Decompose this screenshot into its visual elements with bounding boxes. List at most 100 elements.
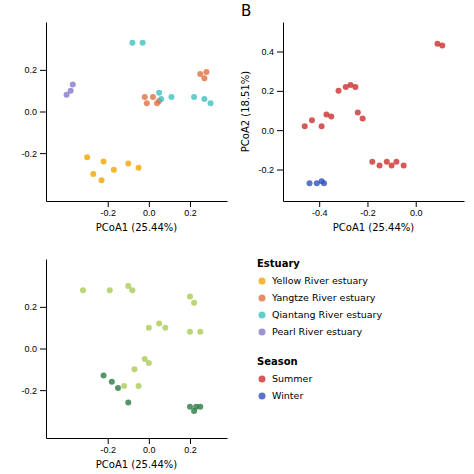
point <box>336 88 342 94</box>
series <box>307 178 327 186</box>
point <box>146 360 152 366</box>
series <box>302 41 446 169</box>
point <box>197 329 203 335</box>
tick-label: -0.2 <box>100 445 116 455</box>
point <box>70 81 76 87</box>
y-axis: -0.2 0.0 0.2 0.4 <box>258 23 283 202</box>
legend-header: Estuary <box>257 258 300 269</box>
tick-mark <box>149 201 150 207</box>
tick: -0.4 <box>312 201 328 218</box>
legend-header: Season <box>257 356 298 367</box>
tick: 0.0 <box>143 201 156 218</box>
axis-line <box>283 23 284 202</box>
tick-mark <box>277 130 283 131</box>
point <box>90 171 96 177</box>
point <box>439 43 445 49</box>
point <box>369 159 375 165</box>
point <box>191 94 197 100</box>
tick-mark <box>277 170 283 171</box>
tick-label: -0.2 <box>258 165 274 175</box>
tick: 0.2 <box>24 302 46 312</box>
point <box>401 163 407 169</box>
point <box>302 123 308 129</box>
legend-label: Summer <box>272 373 312 384</box>
tick-label: 0.2 <box>261 86 274 96</box>
point <box>125 161 131 167</box>
legend: Estuary Yellow River estuary Yangtze River… <box>257 258 382 401</box>
point <box>197 404 203 410</box>
tick-mark <box>149 438 150 444</box>
point <box>156 90 162 96</box>
plot-area <box>80 283 203 414</box>
point <box>191 300 197 306</box>
legend-label: Qiantang River estuary <box>272 309 382 320</box>
tick-mark <box>40 70 46 71</box>
axis-line <box>46 260 47 439</box>
legend-item: Yellow River estuary <box>259 275 369 286</box>
panel: -0.20.00.2-0.20.00.2PCoA1 (25.44%) <box>21 23 227 234</box>
legend-swatch <box>259 393 266 400</box>
series <box>129 40 213 106</box>
series <box>80 283 203 389</box>
tick: 0.2 <box>184 438 197 455</box>
tick-mark <box>277 52 283 53</box>
point <box>328 113 334 119</box>
axis-line <box>47 201 228 202</box>
series <box>101 373 204 414</box>
tick: -0.2 <box>100 438 116 455</box>
point <box>352 84 358 90</box>
tick-label: -0.2 <box>21 149 37 159</box>
point <box>144 100 150 106</box>
point <box>109 379 115 385</box>
legend-label: Yellow River estuary <box>271 275 368 286</box>
axis-line <box>284 201 465 202</box>
tick: 0.4 <box>261 47 283 57</box>
tick: 0.0 <box>143 438 156 455</box>
tick-mark <box>416 201 417 207</box>
point <box>129 40 135 46</box>
point <box>208 100 214 106</box>
tick-label: 0.0 <box>261 126 274 136</box>
point <box>84 154 90 160</box>
point <box>142 94 148 100</box>
tick-mark <box>40 112 46 113</box>
x-axis: -0.4 -0.2 0.0 <box>284 201 465 218</box>
panel: -0.20.00.2-0.20.00.2PCoA1 (25.44%) <box>21 260 227 471</box>
tick-label: 0.2 <box>184 208 197 218</box>
point <box>360 115 366 121</box>
point <box>187 293 193 299</box>
legend-item: Winter <box>259 390 304 401</box>
tick: -0.2 <box>360 201 376 218</box>
tick-mark <box>40 153 46 154</box>
legend-swatch <box>259 312 266 319</box>
legend-item: Yangtze River estuary <box>259 292 376 303</box>
tick-label: -0.2 <box>100 208 116 218</box>
legend-swatch <box>259 329 266 336</box>
y-axis-label: PCoA2 (18.51%) <box>240 71 251 153</box>
legend-label: Pearl River estuary <box>272 326 363 337</box>
series <box>84 154 141 183</box>
point <box>162 325 168 331</box>
plot-area <box>302 41 446 187</box>
tick-label: -0.2 <box>360 208 376 218</box>
x-axis-label: PCoA1 (25.44%) <box>333 222 415 233</box>
legend-label: Winter <box>272 390 303 401</box>
tick-mark <box>40 307 46 308</box>
tick-label: 0.0 <box>24 107 37 117</box>
point <box>377 163 383 169</box>
point <box>150 94 156 100</box>
legend-item: Pearl River estuary <box>259 326 363 337</box>
point <box>319 123 325 129</box>
tick-mark <box>190 438 191 444</box>
tick-mark <box>40 390 46 391</box>
tick-label: 0.0 <box>410 208 423 218</box>
point <box>80 287 86 293</box>
point <box>99 177 105 183</box>
point <box>125 400 131 406</box>
point <box>146 325 152 331</box>
tick-label: -0.4 <box>312 208 328 218</box>
point <box>115 385 121 391</box>
tick-mark <box>277 91 283 92</box>
x-axis-label: PCoA1 (25.44%) <box>96 459 178 470</box>
point <box>187 329 193 335</box>
